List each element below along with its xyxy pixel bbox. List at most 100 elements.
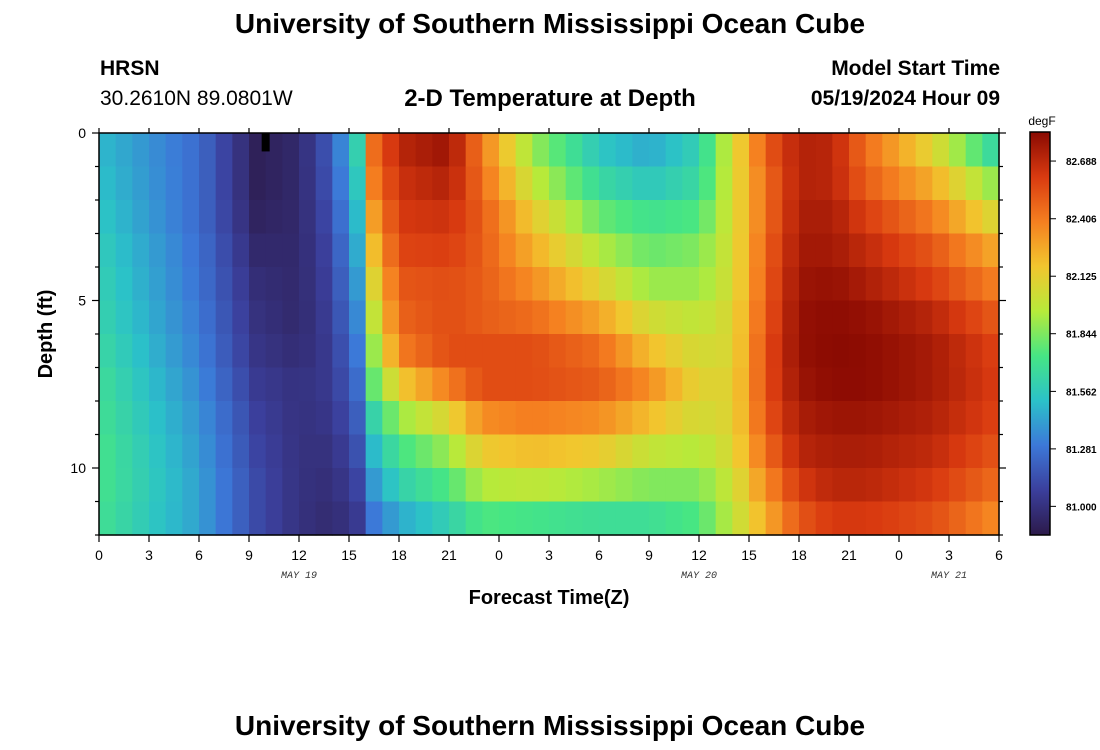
heatmap-cell xyxy=(582,133,600,168)
heatmap-cell xyxy=(599,133,617,168)
heatmap-cell xyxy=(682,267,700,302)
heatmap-cell xyxy=(565,133,583,168)
heatmap-cell xyxy=(765,200,783,235)
heatmap-cell xyxy=(965,401,983,436)
heatmap-cell xyxy=(232,133,250,168)
heatmap-cell xyxy=(649,434,667,469)
heatmap-cell xyxy=(782,300,800,335)
heatmap-cell xyxy=(132,501,150,536)
heatmap-cell xyxy=(365,300,383,335)
heatmap-cell xyxy=(949,468,967,503)
heatmap-cell xyxy=(399,501,417,536)
heatmap-cell xyxy=(849,434,867,469)
heatmap-cell xyxy=(949,166,967,201)
heatmap-cell xyxy=(499,401,517,436)
heatmap-cell xyxy=(899,334,917,369)
heatmap-cell xyxy=(215,401,233,436)
heatmap-cell xyxy=(99,166,117,201)
heatmap-cell xyxy=(965,501,983,536)
heatmap-cell xyxy=(615,233,633,268)
heatmap-cell xyxy=(265,334,283,369)
heatmap-cell xyxy=(899,300,917,335)
heatmap-cell xyxy=(732,468,750,503)
heatmap-cell xyxy=(149,166,167,201)
heatmap-cell xyxy=(449,367,467,402)
heatmap-cell xyxy=(499,233,517,268)
heatmap-cell xyxy=(182,401,200,436)
heatmap-cell xyxy=(832,434,850,469)
heatmap-cell xyxy=(599,501,617,536)
heatmap-cell xyxy=(365,233,383,268)
heatmap-cell xyxy=(899,267,917,302)
heatmap-cell xyxy=(865,367,883,402)
heatmap-cell xyxy=(565,300,583,335)
heatmap-cell xyxy=(465,501,483,536)
heatmap-cell xyxy=(132,233,150,268)
heatmap-cell xyxy=(965,267,983,302)
heatmap-cell xyxy=(449,267,467,302)
heatmap-cell xyxy=(299,300,317,335)
heatmap-cell xyxy=(799,133,817,168)
heatmap-cell xyxy=(232,200,250,235)
heatmap-cell xyxy=(665,401,683,436)
heatmap-cell xyxy=(699,501,717,536)
heatmap-cell xyxy=(982,501,1000,536)
heatmap-cell xyxy=(632,401,650,436)
heatmap-cell xyxy=(799,367,817,402)
page-title: University of Southern Mississippi Ocean… xyxy=(234,8,866,39)
heatmap-cell xyxy=(849,133,867,168)
heatmap-cell xyxy=(815,367,833,402)
heatmap-cell xyxy=(865,267,883,302)
heatmap-cell xyxy=(549,334,567,369)
heatmap-cell xyxy=(265,166,283,201)
heatmap-cell xyxy=(332,367,350,402)
heatmap-cell xyxy=(515,267,533,302)
heatmap-cell xyxy=(532,401,550,436)
heatmap-cell xyxy=(899,133,917,168)
heatmap-cell xyxy=(415,434,433,469)
x-tick-label: 18 xyxy=(391,547,407,563)
heatmap-cell xyxy=(432,166,450,201)
heatmap-cell xyxy=(532,434,550,469)
heatmap-cell xyxy=(599,401,617,436)
x-tick-label: 15 xyxy=(741,547,757,563)
heatmap-cell xyxy=(915,233,933,268)
heatmap-cell xyxy=(749,401,767,436)
y-tick-label: 0 xyxy=(78,125,86,141)
heatmap-cell xyxy=(265,401,283,436)
heatmap-cell xyxy=(615,468,633,503)
heatmap-cell xyxy=(315,334,333,369)
heatmap-cell xyxy=(349,434,367,469)
heatmap-cell xyxy=(449,468,467,503)
heatmap-cell xyxy=(749,267,767,302)
heatmap-cell xyxy=(182,367,200,402)
heatmap-cell xyxy=(899,200,917,235)
heatmap-cell xyxy=(832,300,850,335)
heatmap-cell xyxy=(949,300,967,335)
heatmap-cell xyxy=(832,200,850,235)
heatmap-cell xyxy=(282,133,300,168)
heatmap-cell xyxy=(815,133,833,168)
heatmap-cell xyxy=(415,367,433,402)
heatmap-cell xyxy=(149,267,167,302)
heatmap-cell xyxy=(465,434,483,469)
heatmap-cell xyxy=(532,166,550,201)
heatmap-cell xyxy=(599,367,617,402)
heatmap-cell xyxy=(549,468,567,503)
heatmap-cell xyxy=(665,434,683,469)
heatmap-cell xyxy=(232,501,250,536)
heatmap-cell xyxy=(499,166,517,201)
heatmap-cell xyxy=(99,334,117,369)
heatmap-cell xyxy=(299,367,317,402)
heatmap-cell xyxy=(132,434,150,469)
heatmap-cell xyxy=(665,501,683,536)
heatmap-cell xyxy=(232,233,250,268)
heatmap-cell xyxy=(749,334,767,369)
heatmap-cell xyxy=(865,468,883,503)
heatmap-cell xyxy=(782,200,800,235)
heatmap-cell xyxy=(365,401,383,436)
heatmap-cell xyxy=(332,166,350,201)
heatmap-cell xyxy=(832,233,850,268)
heatmap-cell xyxy=(132,166,150,201)
heatmap-cell xyxy=(415,200,433,235)
